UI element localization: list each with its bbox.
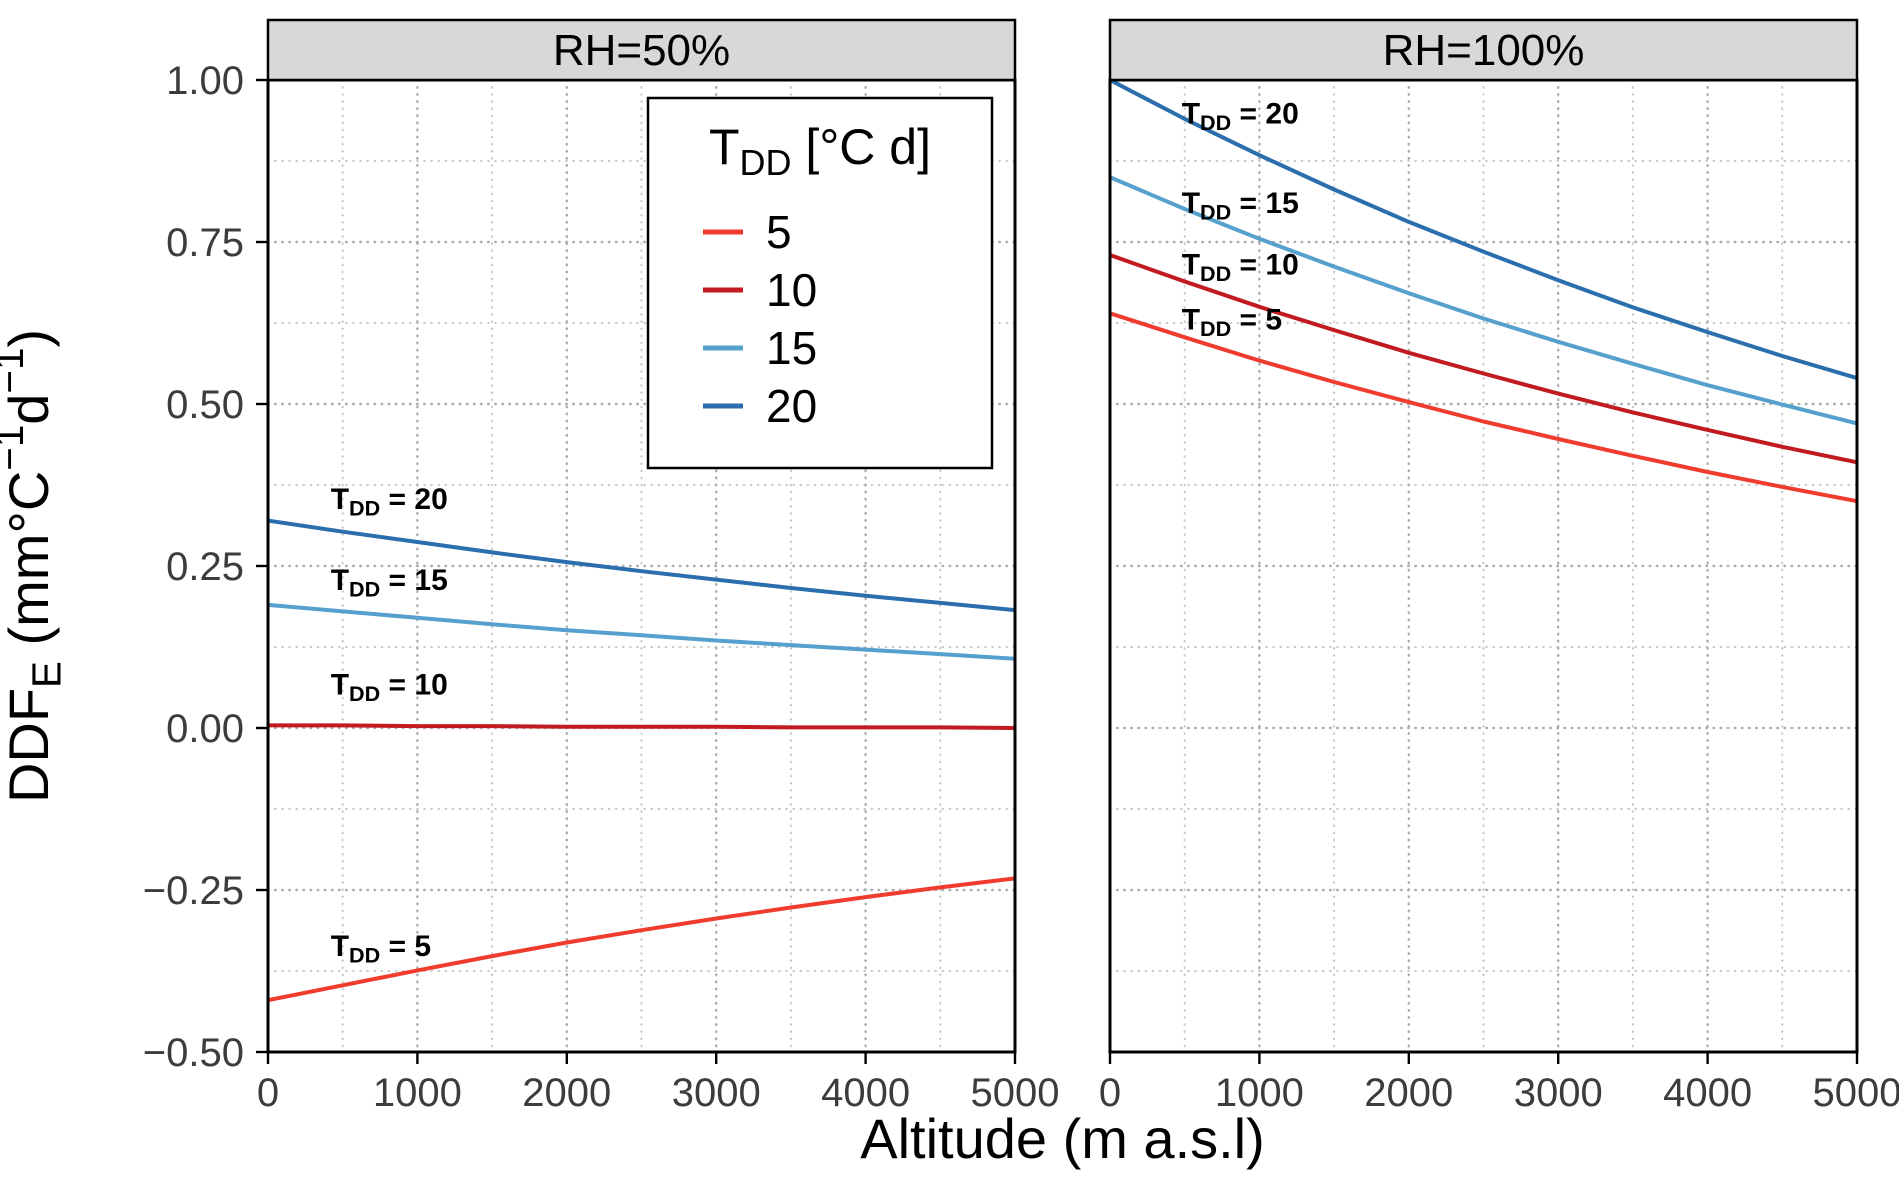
- text-part: DDF: [0, 688, 60, 803]
- text-part: = 5: [1231, 304, 1282, 337]
- text-part: T: [1182, 187, 1200, 220]
- x-tick-label-rh50: 0: [257, 1071, 279, 1115]
- y-tick-label: 0.25: [166, 545, 244, 589]
- text-part: DD: [1200, 110, 1231, 135]
- y-tick-label: 0.00: [166, 707, 244, 751]
- text-part: T: [709, 119, 740, 175]
- series-line-tdd5-rh50: [268, 876, 1015, 1003]
- series-group-rh50: [268, 518, 1015, 1003]
- text-part: T: [331, 930, 349, 963]
- series-line-tdd5-rh100: [1110, 311, 1857, 504]
- text-part: T: [331, 668, 349, 701]
- facet-strip-label-rh100: RH=100%: [1383, 26, 1585, 75]
- x-axis-title: Altitude (m a.s.l): [860, 1107, 1265, 1170]
- curve-label-tdd5-rh100: TDD = 5: [1182, 304, 1282, 342]
- y-tick-label: −0.50: [143, 1031, 244, 1075]
- x-tick-label-rh100: 2000: [1364, 1071, 1453, 1115]
- text-part: DD: [349, 681, 380, 706]
- y-tick-label: −0.25: [143, 869, 244, 913]
- x-tick-label-rh50: 4000: [821, 1071, 910, 1115]
- text-part: d: [0, 394, 60, 425]
- text-part: E: [23, 661, 69, 688]
- series-line-tdd20-rh100: [1110, 80, 1857, 381]
- series-line-tdd15-rh100: [1110, 175, 1857, 426]
- text-part: [°C d]: [792, 119, 931, 175]
- y-axis-title: DDFE (mm°C−1d−1): [0, 329, 69, 803]
- y-tick-label: 0.50: [166, 383, 244, 427]
- text-part: T: [331, 483, 349, 516]
- text-part: DD: [349, 943, 380, 968]
- curve-label-tdd10-rh50: TDD = 10: [331, 668, 448, 706]
- legend-label-10: 10: [766, 264, 817, 316]
- text-part: = 10: [380, 668, 448, 701]
- text-part: T: [1182, 97, 1200, 130]
- y-tick-label: 1.00: [166, 59, 244, 103]
- text-part: T: [331, 564, 349, 597]
- text-part: = 15: [1231, 187, 1299, 220]
- text-part: DD: [1200, 316, 1231, 341]
- text-part: DD: [1200, 261, 1231, 286]
- series-line-tdd20-rh50: [268, 518, 1015, 613]
- facet-strip-label-rh50: RH=50%: [553, 26, 730, 75]
- x-tick-label-rh100: 5000: [1813, 1071, 1899, 1115]
- y-tick-label: 0.75: [166, 221, 244, 265]
- text-part: −1: [0, 348, 32, 394]
- text-part: ): [0, 329, 60, 348]
- curve-label-tdd20-rh100: TDD = 20: [1182, 97, 1299, 135]
- text-part: DD: [740, 142, 792, 183]
- x-tick-label-rh100: 1000: [1215, 1071, 1304, 1115]
- series-group-rh100: [1110, 80, 1857, 504]
- curve-label-tdd15-rh100: TDD = 15: [1182, 187, 1299, 225]
- series-line-tdd10-rh100: [1110, 253, 1857, 465]
- x-tick-label-rh50: 3000: [672, 1071, 761, 1115]
- series-line-tdd10-rh50: [268, 723, 1015, 730]
- text-part: = 5: [380, 930, 431, 963]
- curve-label-tdd15-rh50: TDD = 15: [331, 564, 448, 602]
- text-part: DD: [1200, 199, 1231, 224]
- legend-label-20: 20: [766, 380, 817, 432]
- text-part: −1: [0, 425, 32, 471]
- text-part: = 10: [1231, 248, 1299, 281]
- text-part: = 15: [380, 564, 448, 597]
- x-tick-label-rh100: 4000: [1663, 1071, 1752, 1115]
- legend-title: TDD [°C d]: [709, 119, 931, 183]
- text-part: = 20: [380, 483, 448, 516]
- series-line-tdd15-rh50: [268, 602, 1015, 661]
- text-part: T: [1182, 248, 1200, 281]
- text-part: T: [1182, 304, 1200, 337]
- legend-label-15: 15: [766, 322, 817, 374]
- x-tick-label-rh100: 3000: [1514, 1071, 1603, 1115]
- x-tick-label-rh50: 5000: [971, 1071, 1060, 1115]
- text-part: DD: [349, 496, 380, 521]
- x-tick-label-rh100: 0: [1099, 1071, 1121, 1115]
- facet-strip-rh50: [266, 18, 1017, 82]
- legend-label-5: 5: [766, 206, 792, 258]
- x-tick-label-rh50: 2000: [522, 1071, 611, 1115]
- text-part: DD: [349, 577, 380, 602]
- curve-label-tdd10-rh100: TDD = 10: [1182, 248, 1299, 286]
- x-tick-label-rh50: 1000: [373, 1071, 462, 1115]
- curve-label-tdd5-rh50: TDD = 5: [331, 930, 431, 968]
- text-part: (mm°C: [0, 471, 60, 661]
- text-part: = 20: [1231, 97, 1299, 130]
- facet-strip-rh100: [1108, 18, 1859, 82]
- curve-label-tdd20-rh50: TDD = 20: [331, 483, 448, 521]
